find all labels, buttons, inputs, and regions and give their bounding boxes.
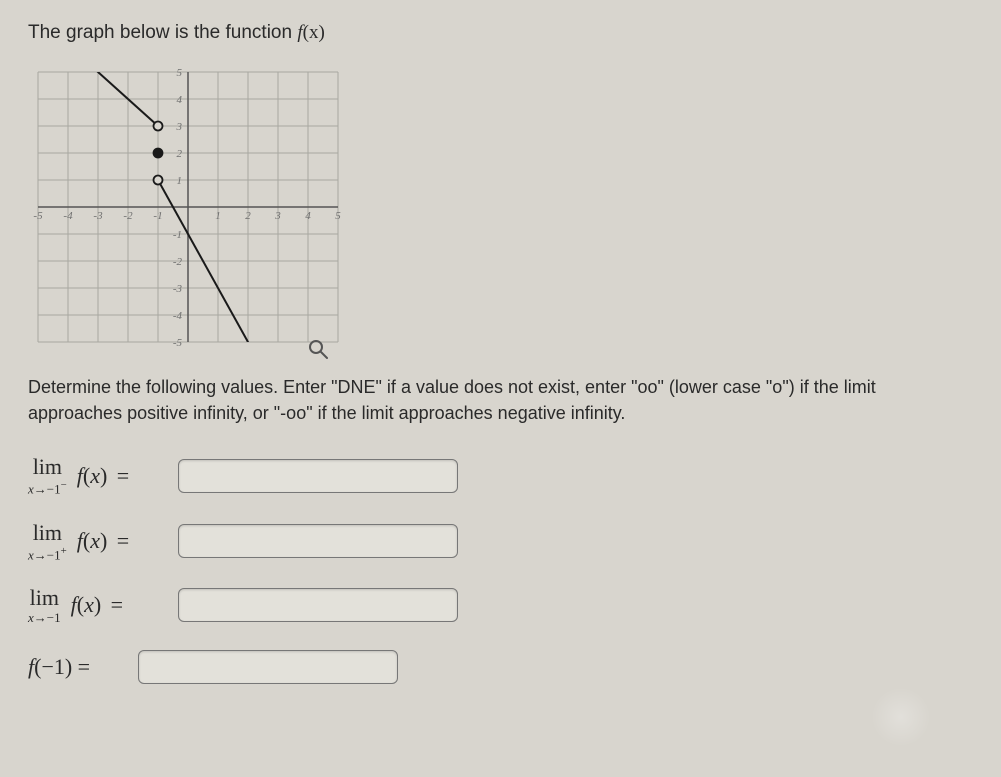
- svg-text:-3: -3: [173, 283, 183, 295]
- q1-label: lim x→−1− f(x) =: [28, 456, 178, 495]
- q4-label: f(−1) =: [28, 654, 138, 680]
- svg-text:1: 1: [177, 175, 183, 187]
- question-row-1: lim x→−1− f(x) =: [28, 456, 973, 495]
- svg-text:-2: -2: [173, 256, 183, 268]
- svg-text:-5: -5: [33, 210, 43, 222]
- svg-text:3: 3: [274, 210, 281, 222]
- question-row-3: lim x→−1 f(x) =: [28, 587, 973, 624]
- svg-text:5: 5: [177, 67, 183, 79]
- graph-container: -5 -4 -3 -2 -1 1 2 3 4 5 -5 -4 -3 -2 -1 1 2 3 4 5: [28, 62, 348, 352]
- svg-text:1: 1: [215, 210, 221, 222]
- decorative-smudge: [871, 687, 931, 747]
- svg-text:2: 2: [245, 210, 251, 222]
- svg-text:4: 4: [305, 210, 311, 222]
- svg-text:-1: -1: [153, 210, 162, 222]
- magnify-icon[interactable]: [308, 339, 328, 359]
- prompt-title: The graph below is the function f(x): [28, 22, 973, 44]
- title-text: The graph below is the function: [28, 22, 297, 43]
- lim-text-3: lim: [30, 587, 59, 609]
- q2-label: lim x→−1+ f(x) =: [28, 522, 178, 561]
- title-func-x: (x): [303, 22, 325, 43]
- lim-text: lim: [33, 456, 62, 478]
- q3-input[interactable]: [178, 588, 458, 622]
- svg-text:-4: -4: [173, 310, 183, 322]
- graph-svg: -5 -4 -3 -2 -1 1 2 3 4 5 -5 -4 -3 -2 -1 1 2 3 4 5: [28, 62, 348, 352]
- svg-text:-4: -4: [63, 210, 73, 222]
- q1-input[interactable]: [178, 459, 458, 493]
- svg-text:4: 4: [177, 94, 183, 106]
- lim-text-2: lim: [33, 522, 62, 544]
- svg-text:3: 3: [176, 121, 183, 133]
- svg-text:-5: -5: [173, 337, 183, 349]
- svg-text:-2: -2: [123, 210, 133, 222]
- q3-label: lim x→−1 f(x) =: [28, 587, 178, 624]
- question-row-2: lim x→−1+ f(x) =: [28, 522, 973, 561]
- instructions-text: Determine the following values. Enter "D…: [28, 374, 973, 426]
- svg-text:5: 5: [335, 210, 341, 222]
- q2-input[interactable]: [178, 524, 458, 558]
- q4-input[interactable]: [138, 650, 398, 684]
- svg-text:-1: -1: [173, 229, 182, 241]
- question-row-4: f(−1) =: [28, 650, 973, 684]
- svg-text:-3: -3: [93, 210, 103, 222]
- svg-text:2: 2: [177, 148, 183, 160]
